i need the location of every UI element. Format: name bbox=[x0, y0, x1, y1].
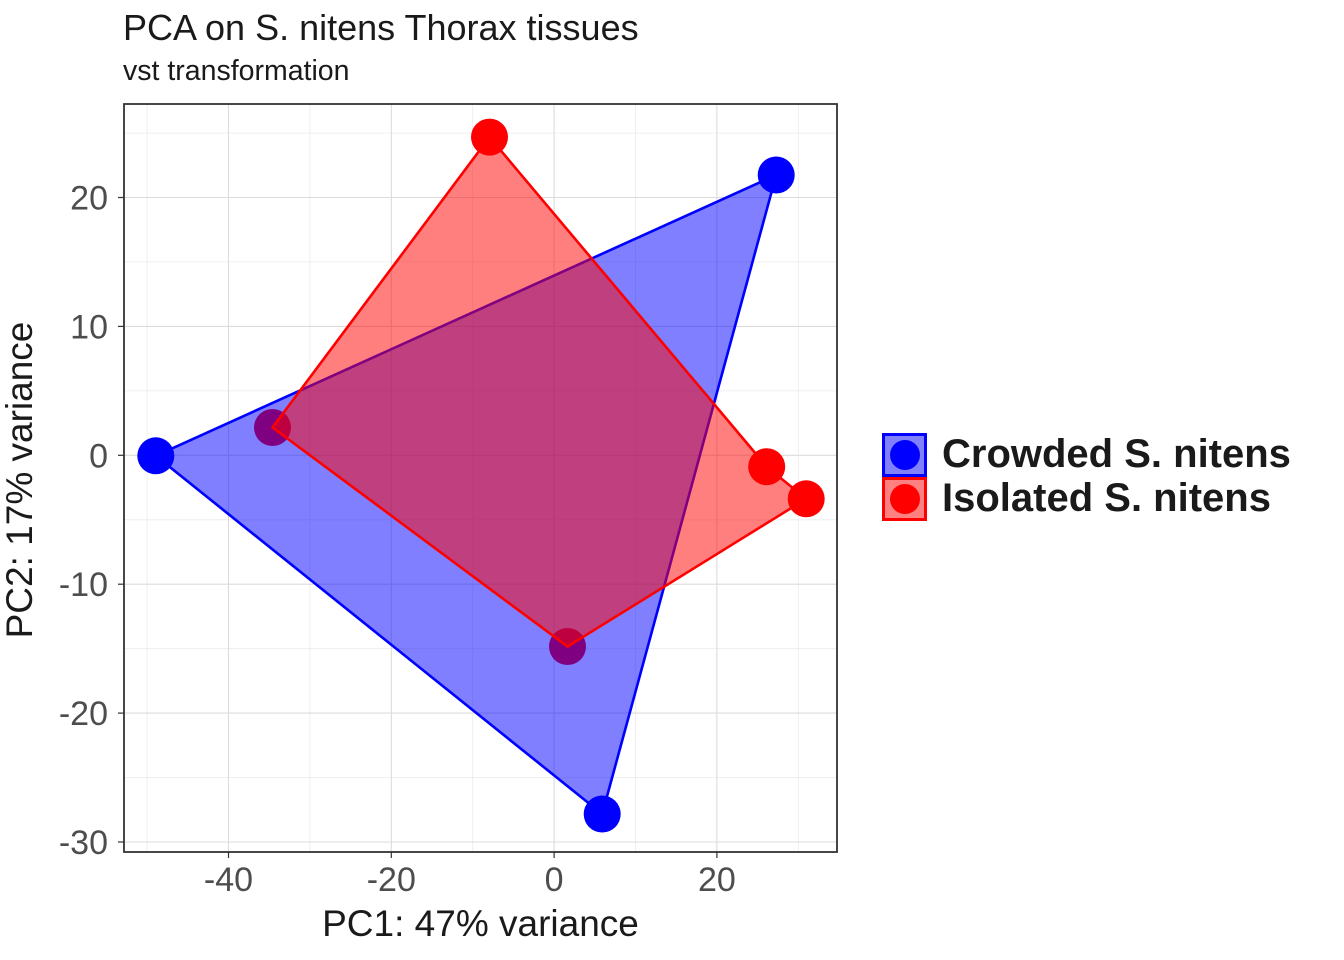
svg-text:20: 20 bbox=[698, 861, 736, 899]
svg-text:-40: -40 bbox=[204, 861, 253, 899]
svg-text:-20: -20 bbox=[59, 695, 108, 733]
svg-text:-30: -30 bbox=[59, 824, 108, 862]
svg-text:10: 10 bbox=[70, 308, 108, 346]
svg-text:20: 20 bbox=[70, 180, 108, 218]
svg-text:0: 0 bbox=[545, 861, 564, 899]
svg-text:-20: -20 bbox=[367, 861, 416, 899]
svg-text:0: 0 bbox=[89, 437, 108, 475]
svg-text:-10: -10 bbox=[59, 566, 108, 604]
